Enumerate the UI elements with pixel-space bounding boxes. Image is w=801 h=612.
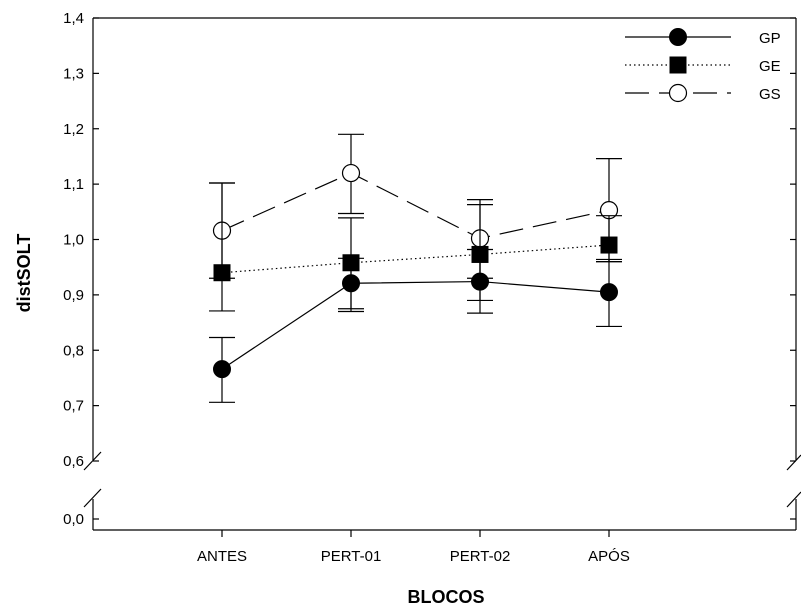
axis-break-mark-right-bottom (786, 491, 801, 508)
y-tick-label: 1,4 (63, 10, 84, 27)
x-tick-label: APÓS (588, 548, 630, 565)
y-axis-ticks: 0,6 0,7 0,8 0,9 1,0 1,1 1,2 1,3 1,4 0,0 (63, 10, 796, 528)
series-layer (209, 133, 622, 403)
axis-break-mark-left-top (83, 451, 102, 471)
y-tick-label: 0,8 (63, 342, 84, 359)
legend-ge-marker (669, 56, 687, 74)
y-tick-label: 0,6 (63, 453, 84, 470)
plot-frame (83, 17, 801, 531)
gp-point (213, 360, 231, 379)
gs-point (341, 163, 361, 183)
legend-gp-marker (669, 28, 687, 46)
y-axis-title: distSOLT (14, 234, 34, 313)
y-tick-label: 1,0 (63, 232, 84, 249)
x-tick-label: ANTES (197, 548, 247, 565)
x-axis-title: BLOCOS (407, 587, 484, 607)
legend-gp-label: GP (759, 30, 781, 47)
ge-line (221, 244, 610, 274)
y-tick-label: 0,9 (63, 287, 84, 304)
ge-point (213, 264, 231, 282)
gs-line (221, 172, 610, 240)
y-tick-label: 0,7 (63, 398, 84, 415)
gp-point (471, 272, 489, 291)
series-ge (209, 182, 622, 313)
legend: GP GE GS (625, 28, 781, 103)
x-tick-label: PERT-02 (450, 548, 511, 565)
x-axis-ticks: ANTES PERT-01 PERT-02 APÓS (197, 530, 630, 565)
x-tick-label: PERT-01 (321, 548, 382, 565)
axis-break-mark-right-top (786, 454, 801, 471)
legend-gs-marker (668, 83, 688, 103)
y-tick-label: 0,0 (63, 511, 84, 528)
series-gs (209, 133, 622, 279)
legend-gs-label: GS (759, 86, 781, 103)
ge-point (600, 236, 618, 254)
y-tick-label: 1,1 (63, 176, 84, 193)
y-tick-label: 1,2 (63, 121, 84, 138)
gp-point (342, 274, 360, 293)
y-tick-label: 1,3 (63, 65, 84, 82)
axis-break-mark-left-bottom (83, 488, 102, 508)
legend-ge-label: GE (759, 58, 781, 75)
gp-point (600, 283, 618, 302)
gp-line (221, 280, 610, 370)
series-gp (209, 248, 622, 403)
